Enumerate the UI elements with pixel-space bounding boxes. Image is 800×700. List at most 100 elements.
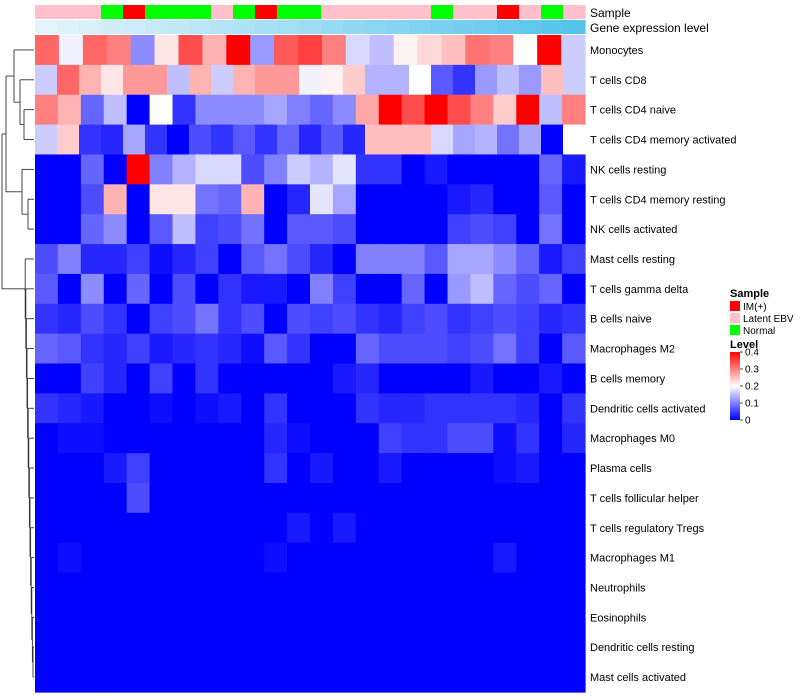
- heatmap-cell: [562, 184, 586, 215]
- heatmap-cell: [103, 363, 128, 394]
- heatmap-cell: [321, 124, 344, 156]
- row-label: T cells CD4 memory activated: [590, 135, 737, 147]
- heatmap-cell: [57, 64, 80, 96]
- heatmap-cell: [539, 542, 563, 574]
- heatmap-cell: [539, 154, 563, 185]
- heatmap-cell: [401, 512, 426, 544]
- heatmap-cell: [211, 64, 234, 96]
- annotation-cell-0-3: [101, 5, 124, 19]
- annotation-cell-1-9: [233, 20, 256, 34]
- heatmap-cell: [310, 542, 334, 574]
- heatmap-cell: [79, 64, 102, 96]
- heatmap-cell: [355, 512, 380, 544]
- heatmap-cell: [378, 363, 403, 394]
- heatmap-cell: [424, 512, 449, 544]
- heatmap-cell: [539, 632, 563, 663]
- heatmap-cell: [195, 393, 219, 424]
- heatmap-cell: [424, 453, 449, 484]
- heatmap-cell: [562, 453, 586, 484]
- heatmap-cell: [424, 273, 449, 305]
- heatmap-cell: [493, 363, 517, 394]
- row-label: B cells memory: [590, 373, 666, 385]
- heatmap-cell: [355, 303, 380, 335]
- heatmap-cell: [264, 393, 288, 424]
- heatmap-cell: [35, 602, 59, 633]
- heatmap-cell: [264, 214, 288, 245]
- heatmap-cell: [431, 124, 454, 156]
- heatmap-cell: [424, 572, 449, 604]
- heatmap-cell: [470, 393, 494, 424]
- heatmap-cell: [172, 542, 197, 574]
- heatmap-cell: [355, 632, 380, 663]
- heatmap-cell: [103, 602, 128, 633]
- heatmap-cell: [149, 154, 174, 185]
- heatmap-cell: [310, 363, 334, 394]
- heatmap-cell: [493, 214, 517, 245]
- heatmap-cell: [80, 453, 105, 484]
- heatmap-cell: [287, 423, 311, 454]
- heatmap-cell: [562, 512, 586, 544]
- annotation-cell-0-8: [211, 5, 234, 19]
- heatmap-cell: [57, 154, 82, 185]
- heatmap-cell: [264, 482, 288, 514]
- heatmap-cell: [562, 393, 586, 424]
- heatmap-cell: [562, 273, 586, 305]
- heatmap-cell: [562, 572, 586, 604]
- annotation-cell-1-4: [123, 20, 146, 34]
- heatmap-cell: [241, 273, 265, 305]
- heatmap-cell: [130, 35, 156, 66]
- heatmap-cell: [287, 453, 311, 484]
- heatmap-cell: [211, 124, 234, 156]
- heatmap-cell: [470, 453, 494, 484]
- heatmap-cell: [539, 333, 563, 365]
- heatmap-cell: [123, 64, 146, 96]
- heatmap-cell: [80, 184, 105, 215]
- annotation-cell-1-18: [431, 20, 454, 34]
- legend-color-bar: [730, 352, 740, 420]
- annotation-cell-1-5: [145, 20, 168, 34]
- heatmap-cell: [103, 453, 128, 484]
- heatmap-cell: [126, 542, 151, 574]
- heatmap-cell: [519, 64, 542, 96]
- heatmap-cell: [299, 124, 322, 156]
- heatmap-cell: [241, 572, 265, 604]
- heatmap-cell: [470, 273, 494, 305]
- heatmap-cell: [332, 572, 357, 604]
- heatmap-cell: [497, 64, 520, 96]
- heatmap-cell: [401, 602, 426, 633]
- heatmap-cell: [332, 602, 357, 633]
- heatmap-cell: [149, 273, 174, 305]
- heatmap-cell: [401, 303, 426, 335]
- heatmap-cell: [424, 154, 449, 185]
- heatmap-cell: [378, 662, 403, 693]
- heatmap-cell: [378, 303, 403, 335]
- heatmap-cell: [218, 244, 242, 275]
- heatmap-cell: [378, 453, 403, 484]
- row-dendrogram: [1, 49, 34, 678]
- annotation-cell-1-3: [101, 20, 124, 34]
- heatmap-cell: [195, 453, 219, 484]
- heatmap-cell: [241, 423, 265, 454]
- annotation-cell-1-12: [299, 20, 322, 34]
- heatmap-cell: [516, 542, 540, 574]
- heatmap-cell: [287, 333, 311, 365]
- heatmap-cell: [57, 542, 82, 574]
- heatmap-cell: [218, 482, 242, 514]
- heatmap-cell: [516, 512, 540, 544]
- heatmap-cell: [332, 244, 357, 275]
- heatmap-cell: [401, 333, 426, 365]
- heatmap-cell: [172, 662, 197, 693]
- row-label: T cells CD4 naive: [590, 105, 676, 117]
- heatmap-cell: [563, 124, 586, 156]
- annotation-cell-0-9: [233, 5, 256, 19]
- heatmap-cell: [401, 423, 426, 454]
- annotation-cell-1-7: [189, 20, 212, 34]
- heatmap-cell: [277, 64, 300, 96]
- heatmap-cell: [365, 64, 388, 96]
- heatmap-cell: [401, 214, 426, 245]
- heatmap-cell: [233, 64, 256, 96]
- heatmap-cell: [562, 662, 586, 693]
- heatmap-cell: [310, 512, 334, 544]
- heatmap-cell: [126, 154, 151, 185]
